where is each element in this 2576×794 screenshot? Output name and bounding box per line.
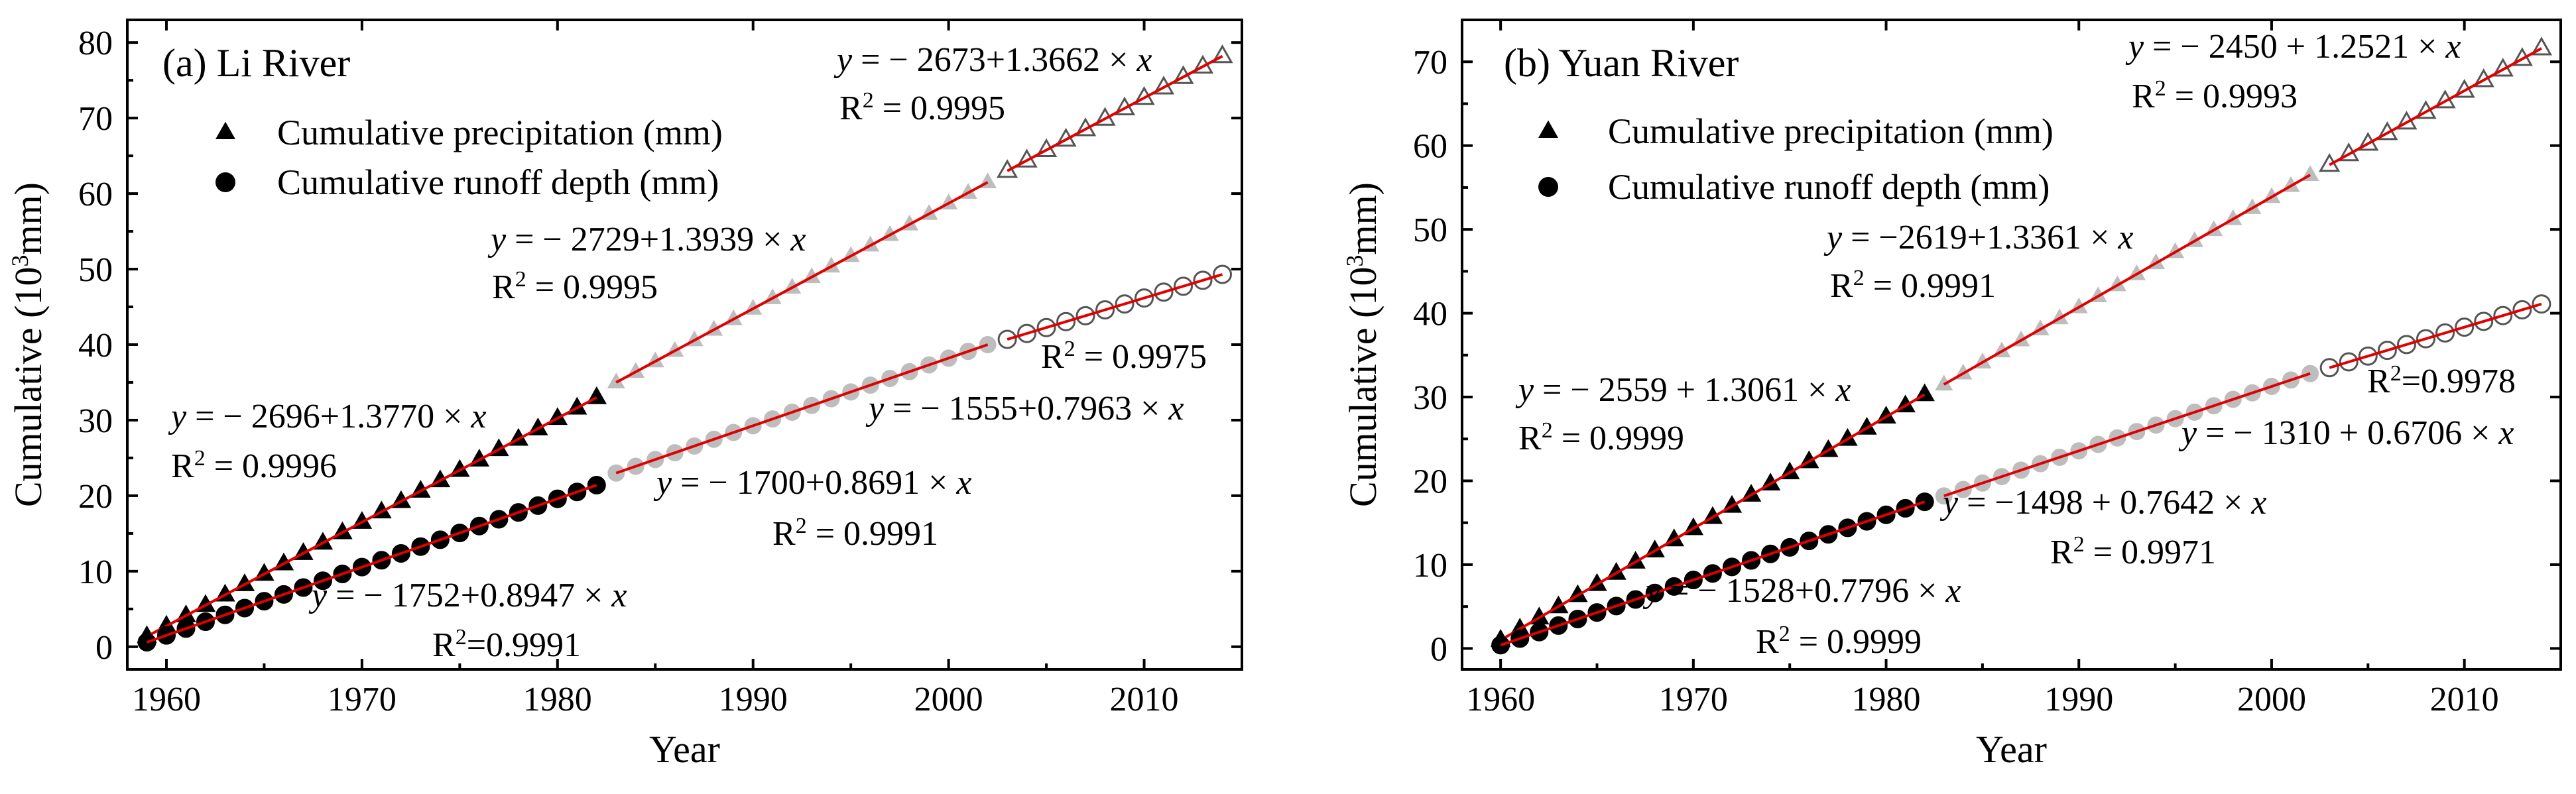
x-tick-label: 2010 bbox=[2430, 681, 2499, 718]
fit-r2: R2=0.9991 bbox=[432, 625, 581, 665]
series-black-triangle: y = − 2559 + 1.3061 × x R2 = 0.9999 bbox=[1490, 371, 1935, 647]
x-tick-label: 1980 bbox=[523, 681, 592, 718]
series-black-circle: y = − 1752+0.8947 × x R2=0.9991 bbox=[137, 475, 627, 665]
fit-equation: y = −2619+1.3361 × x bbox=[1823, 219, 2134, 256]
x-tick-label: 1980 bbox=[1852, 681, 1921, 718]
legend-circle-marker bbox=[1538, 177, 1558, 197]
legend-label: Cumulative precipitation (mm) bbox=[1608, 111, 2054, 151]
series-gray-circle: y = −1498 + 0.7642 × x R2 = 0.9971 bbox=[1935, 365, 2319, 571]
plot-frame bbox=[1461, 19, 2562, 671]
y-tick-label: 20 bbox=[1413, 463, 1447, 500]
fit-r2: R2 = 0.9999 bbox=[1756, 622, 1922, 661]
x-tick-label: 1960 bbox=[132, 681, 201, 718]
y-tick-label: 50 bbox=[78, 251, 113, 289]
y-tick-label: 40 bbox=[1413, 296, 1447, 333]
fit-line bbox=[1943, 372, 2311, 498]
legend-label: Cumulative precipitation (mm) bbox=[277, 113, 723, 152]
panel-b: 1960 1970 1980 1990 2000 2010 0 10 20 30 40 50 60 70 Y… bbox=[1341, 19, 2562, 771]
legend-label: Cumulative runoff depth (mm) bbox=[1608, 167, 2050, 207]
fit-r2: R2 = 0.9996 bbox=[171, 446, 337, 486]
fit-equation: y = − 2696+1.3770 × x bbox=[168, 398, 487, 435]
fit-line bbox=[615, 343, 989, 475]
y-tick-label: 10 bbox=[1413, 547, 1447, 585]
x-tick-label: 2000 bbox=[914, 681, 983, 718]
legend-label: Cumulative runoff depth (mm) bbox=[277, 162, 719, 202]
fit-r2: R2 = 0.9995 bbox=[492, 267, 658, 307]
x-tick-label: 1970 bbox=[328, 681, 397, 718]
x-tick-label: 2000 bbox=[2237, 681, 2306, 718]
fit-r2: R2 = 0.9993 bbox=[2132, 76, 2298, 116]
series-black-circle: y = − 1528+0.7796 × x R2 = 0.9999 bbox=[1491, 492, 1961, 661]
fit-equation: y = − 2729+1.3939 × x bbox=[487, 221, 806, 258]
y-tick-label: 60 bbox=[78, 176, 113, 213]
x-axis-title: Year bbox=[649, 728, 720, 771]
fit-equation: y = − 1310 + 0.6706 × x bbox=[2178, 414, 2514, 452]
fit-equation: y = − 2559 + 1.3061 × x bbox=[1515, 371, 1851, 409]
series-gray-triangle: y = −2619+1.3361 × x R2 = 0.9991 bbox=[1823, 165, 2319, 391]
y-tick-label: 30 bbox=[78, 402, 113, 440]
x-tick-label: 1960 bbox=[1466, 681, 1535, 718]
fit-equation: y = − 2673+1.3662 × x bbox=[833, 41, 1152, 79]
x-tick-label: 2010 bbox=[1110, 681, 1179, 718]
fit-line bbox=[615, 181, 989, 384]
fit-line bbox=[1500, 500, 1926, 647]
y-tick-label: 10 bbox=[78, 553, 113, 591]
data-point-triangle bbox=[607, 372, 625, 389]
panel-title: (a) Li River bbox=[162, 41, 350, 85]
fit-line bbox=[1007, 54, 1223, 172]
y-tick-label: 20 bbox=[78, 478, 113, 516]
fit-line bbox=[1500, 393, 1926, 642]
panel-title: (b) Yuan River bbox=[1504, 41, 1739, 85]
y-tick-label: 40 bbox=[78, 327, 113, 365]
fit-line bbox=[146, 484, 597, 644]
legend-triangle-marker bbox=[215, 121, 235, 140]
y-tick-label: 0 bbox=[1430, 630, 1447, 668]
panel-a: 1960 1970 1980 1990 2000 2010 0 10 20 30 40 50 60 70 8… bbox=[7, 19, 1243, 771]
x-tick-label: 1990 bbox=[2044, 681, 2113, 718]
y-tick-label: 80 bbox=[78, 25, 113, 62]
fit-r2: R2 = 0.9971 bbox=[2050, 532, 2216, 572]
fit-equation: y = − 2450 + 1.2521 × x bbox=[2125, 28, 2461, 66]
series-open-circle: y = − 1310 + 0.6706 × x R2=0.9978 bbox=[2178, 294, 2551, 452]
series-gray-circle: y = − 1700+0.8691 × x R2 = 0.9991 bbox=[607, 336, 997, 553]
fit-r2: R2 = 0.9995 bbox=[839, 88, 1005, 128]
fit-equation: y = − 1555+0.7963 × x bbox=[865, 390, 1184, 427]
y-tick-label: 30 bbox=[1413, 379, 1447, 417]
fit-equation: y = − 1752+0.8947 × x bbox=[308, 577, 627, 614]
fit-line bbox=[2329, 302, 2542, 369]
y-tick-label: 50 bbox=[1413, 211, 1447, 249]
fit-line bbox=[1943, 174, 2311, 386]
series-open-triangle: y = − 2673+1.3662 × x R2 = 0.9995 bbox=[833, 41, 1233, 178]
fit-equation: y = − 1528+0.7796 × x bbox=[1642, 572, 1961, 610]
fit-r2: R2 = 0.9975 bbox=[1041, 337, 1207, 376]
data-point-triangle bbox=[2319, 152, 2341, 172]
y-axis-title: Cumulative (103mm) bbox=[7, 182, 50, 507]
series-black-triangle: y = − 2696+1.3770 × x R2 = 0.9996 bbox=[137, 386, 607, 644]
series-gray-triangle: y = − 2729+1.3939 × x R2 = 0.9995 bbox=[487, 172, 997, 389]
data-point-triangle bbox=[1935, 374, 1953, 391]
series-open-circle: y = − 1555+0.7963 × x R2 = 0.9975 bbox=[865, 264, 1233, 427]
fit-line bbox=[146, 396, 597, 638]
fit-r2: R2 = 0.9999 bbox=[1518, 418, 1684, 458]
legend-circle-marker bbox=[215, 172, 235, 192]
fit-equation: y = − 1700+0.8691 × x bbox=[653, 464, 972, 502]
y-tick-label: 60 bbox=[1413, 128, 1447, 166]
fit-r2: R2 = 0.9991 bbox=[772, 514, 938, 553]
fit-equation: y = −1498 + 0.7642 × x bbox=[1939, 484, 2267, 522]
fit-r2: R2=0.9978 bbox=[2367, 361, 2516, 401]
fit-line bbox=[2329, 47, 2542, 166]
y-tick-label: 70 bbox=[1413, 44, 1447, 82]
x-tick-label: 1990 bbox=[719, 681, 788, 718]
y-tick-label: 0 bbox=[95, 629, 113, 667]
y-axis-title: Cumulative (103mm) bbox=[1341, 182, 1384, 507]
y-tick-label: 70 bbox=[78, 100, 113, 138]
fit-r2: R2 = 0.9991 bbox=[1830, 266, 1996, 306]
series-open-triangle: y = − 2450 + 1.2521 × x R2 = 0.9993 bbox=[2125, 28, 2553, 172]
legend-triangle-marker bbox=[1538, 120, 1558, 139]
fit-line bbox=[1007, 273, 1223, 341]
x-tick-label: 1970 bbox=[1659, 681, 1728, 718]
x-axis-title: Year bbox=[1976, 728, 2047, 771]
